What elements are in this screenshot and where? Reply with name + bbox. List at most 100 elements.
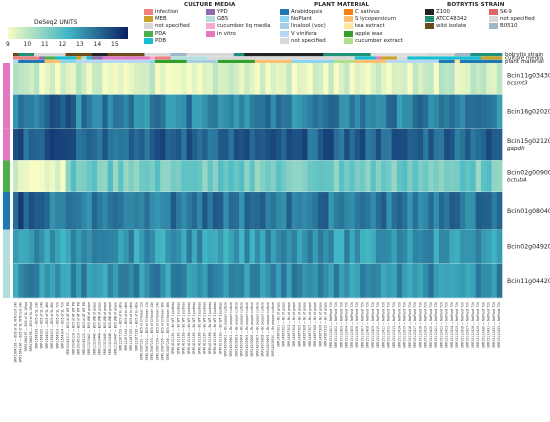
heatmap-cell [344,192,350,230]
annotation-cell [249,59,256,63]
heatmap-cell [291,63,298,95]
heatmap-cell [344,128,350,161]
color-scale-tick: 12 [58,41,67,48]
annotation-cell [76,56,82,60]
heatmap-cell [444,229,450,265]
heatmap-cell [459,160,466,193]
annotation-cell [354,59,361,63]
annotation-cell [249,56,256,60]
annotation-cell [360,56,366,60]
heatmap-cell [133,63,140,95]
column-label: SRR15112422 — NoPlant 72h [439,302,443,348]
legend-item: Z100 [425,9,450,16]
column-label: SRR15112404 — NoPlant 72h [345,302,349,348]
annotation-cell [244,59,250,63]
annotation-cell [191,56,198,60]
heatmap-cell [433,160,440,193]
legend-label: C sativus [355,9,380,15]
heatmap-cell [391,94,398,130]
heatmap-cell [44,229,51,265]
legend-label: wild isolate [436,23,467,30]
heatmap-cell [34,229,40,265]
heatmap-cell [496,128,503,161]
heatmap-cell [412,263,419,299]
annotation-cell [286,56,292,60]
heatmap-cell [365,160,371,193]
heatmap-cell [28,128,35,161]
heatmap-cell [28,94,35,130]
heatmap-cell [23,94,30,130]
heatmap-cell [381,192,387,230]
heatmap-cell [465,128,471,161]
annotation-cell [260,53,266,57]
heatmap-cell [486,94,492,130]
heatmap-cell [202,160,208,193]
heatmap-cell [265,94,271,130]
annotation-cell [102,53,108,57]
heatmap-cell [218,229,224,265]
legend-swatch [144,30,153,37]
heatmap-cell [475,229,482,265]
heatmap-cell [281,94,287,130]
annotation-cell [191,59,198,63]
heatmap-cell [81,94,87,130]
heatmap-cell [354,160,361,193]
heatmap-cell [470,94,477,130]
column-label: SRR15112412 — NoPlant 72h [387,302,391,348]
heatmap-cell [128,192,135,230]
heatmap-cell [407,63,413,95]
heatmap-cell [312,128,319,161]
annotation-cell [160,59,166,63]
heatmap-cell [302,229,308,265]
heatmap-cell [270,263,277,299]
legend-swatch [344,16,353,23]
column-label: SRR14209904 — Bc pepper culture [240,302,244,357]
heatmap-cell [186,192,193,230]
annotation-cell [97,53,103,57]
heatmap-cell [202,229,208,265]
column-label: SRR15112407 — NoPlant 72h [360,302,364,348]
heatmap-cell [202,63,208,95]
heatmap-cell [265,192,271,230]
annotation-cell [223,59,229,63]
heatmap-cell [91,192,98,230]
heatmap-cell [144,263,151,299]
heatmap-cell [60,263,66,299]
annotation-cell [107,53,114,57]
annotation-cell [381,59,387,63]
annotation-cell [186,56,193,60]
annotation-cell [328,56,335,60]
heatmap-cell [176,160,182,193]
heatmap-cell [39,63,45,95]
row-group-strip [3,160,10,193]
heatmap-cell [486,263,492,299]
heatmap-cell [170,192,177,230]
heatmap-cell [97,128,103,161]
heatmap-cell [176,192,182,230]
heatmap-cell [491,263,498,299]
heatmap-cell [260,160,266,193]
heatmap-cell [312,63,319,95]
annotation-cell [407,53,413,57]
heatmap-cell [360,63,366,95]
heatmap-cell [475,263,482,299]
annotation-cell [486,59,492,63]
annotation-cell [438,59,445,63]
heatmap-cell [70,128,77,161]
heatmap-cell [349,63,356,95]
heatmap-cell [349,94,356,130]
column-label: SRR12267154 — B05 of in vitro [124,302,128,351]
annotation-cell [423,59,429,63]
heatmap-cell [496,160,503,193]
heatmap-cell [170,128,177,161]
heatmap-cell [491,94,498,130]
heatmap-cell [317,263,324,299]
heatmap-cell [275,263,282,299]
heatmap-cell [312,192,319,230]
annotation-cell [339,56,345,60]
heatmap-cell [428,160,434,193]
heatmap-cell [286,192,293,230]
column-label: SRR12267153 — B05 of in vitro [119,302,123,351]
heatmap-cell [296,263,303,299]
column-label: SRR15112405 — NoPlant 72h [350,302,354,348]
